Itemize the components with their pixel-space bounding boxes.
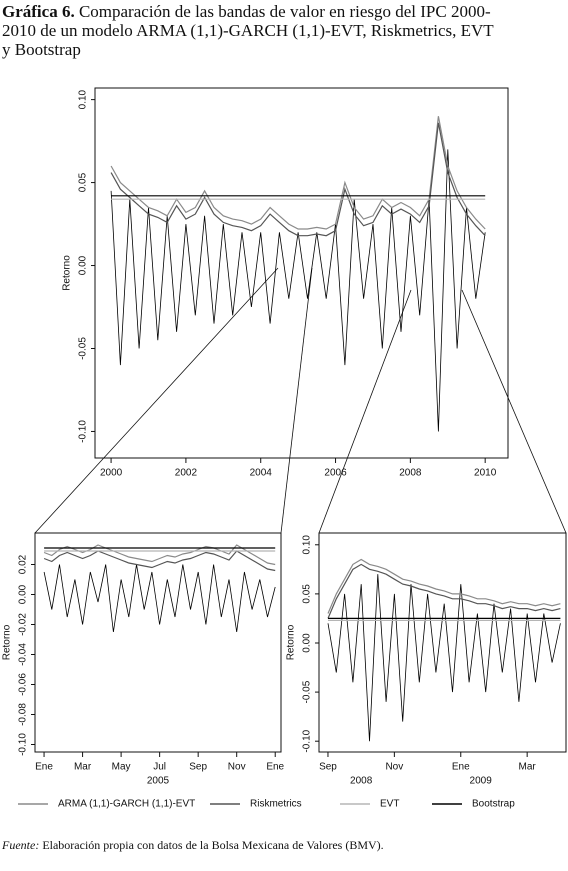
connector — [34, 267, 279, 534]
var-band-line — [43, 550, 276, 572]
x-tick-label: 2000 — [100, 468, 123, 479]
y-tick-label: 0.00 — [78, 255, 89, 275]
source-note: Fuente: Elaboración propia con datos de … — [2, 838, 384, 853]
y-tick-label: 0.05 — [78, 172, 89, 192]
y-axis-label: Retorno — [286, 624, 297, 660]
x-axis-label: 2005 — [147, 776, 170, 787]
zoom-connectors — [34, 267, 567, 534]
legend-label: ARMA (1,1)-GARCH (1,1)-EVT — [58, 799, 195, 810]
y-axis-label: Retorno — [2, 624, 13, 660]
x-tick-label: 2006 — [324, 468, 347, 479]
legend-label: Riskmetrics — [250, 799, 302, 810]
y-tick-label: -0.10 — [302, 729, 313, 752]
y-tick-label: 0.02 — [18, 554, 29, 574]
var-band-line — [110, 122, 486, 237]
var-band-line — [327, 563, 561, 619]
x-tick-label: 2008 — [399, 468, 422, 479]
x-group-label: 2009 — [470, 776, 493, 787]
returns-line — [327, 574, 561, 742]
connector — [461, 289, 567, 534]
x-tick-label: Jul — [153, 762, 166, 773]
source-label: Fuente: — [2, 838, 40, 852]
x-tick-label: Sep — [189, 762, 207, 773]
y-tick-label: 0.00 — [18, 584, 29, 604]
y-tick-label: 0.10 — [78, 89, 89, 109]
y-tick-label: 0.00 — [302, 633, 313, 653]
y-tick-label: -0.08 — [18, 703, 29, 726]
plot-frame — [34, 532, 282, 753]
x-tick-label: 2004 — [250, 468, 273, 479]
var-band-line — [327, 558, 561, 614]
y-tick-label: -0.05 — [78, 337, 89, 360]
y-tick-label: -0.05 — [302, 680, 313, 703]
x-tick-label: May — [112, 762, 131, 773]
x-tick-label: Ene — [266, 762, 284, 773]
y-tick-label: 0.05 — [302, 584, 313, 604]
title-label: Gráfica 6. — [2, 2, 75, 21]
y-axis-label: Retorno — [62, 255, 73, 291]
y-tick-label: -0.06 — [18, 673, 29, 696]
figure: 0.10 0.05 0.00 -0.05 -0.10 2000 2002 2004 2006 20… — [2, 87, 567, 810]
y-tick-label: -0.10 — [78, 420, 89, 443]
title-text: Comparación de las bandas de valor en ri… — [2, 2, 494, 59]
x-tick-label: 2010 — [474, 468, 497, 479]
x-tick-label: Nov — [385, 762, 403, 773]
returns-line — [43, 564, 276, 633]
connector — [280, 267, 313, 534]
var-band-line — [43, 544, 276, 566]
y-tick-label: -0.02 — [18, 613, 29, 636]
y-tick-label: -0.10 — [18, 733, 29, 756]
legend-label: EVT — [380, 799, 399, 810]
x-tick-label: Ene — [35, 762, 53, 773]
x-tick-label: Mar — [519, 762, 537, 773]
figure-title: Gráfica 6. Comparación de las bandas de … — [2, 2, 502, 59]
x-tick-label: Mar — [74, 762, 92, 773]
connector — [318, 289, 412, 534]
x-tick-label: Nov — [228, 762, 246, 773]
source-text: Elaboración propia con datos de la Bolsa… — [42, 838, 384, 852]
x-tick-label: Sep — [319, 762, 337, 773]
legend-label: Bootstrap — [472, 799, 515, 810]
x-tick-label: Ene — [452, 762, 470, 773]
x-tick-label: 2002 — [175, 468, 198, 479]
var-band-line — [110, 116, 486, 230]
plot-frame — [94, 87, 509, 459]
x-group-label: 2008 — [350, 776, 373, 787]
y-tick-label: -0.04 — [18, 643, 29, 666]
y-tick-label: 0.10 — [302, 535, 313, 555]
returns-line — [110, 149, 486, 432]
